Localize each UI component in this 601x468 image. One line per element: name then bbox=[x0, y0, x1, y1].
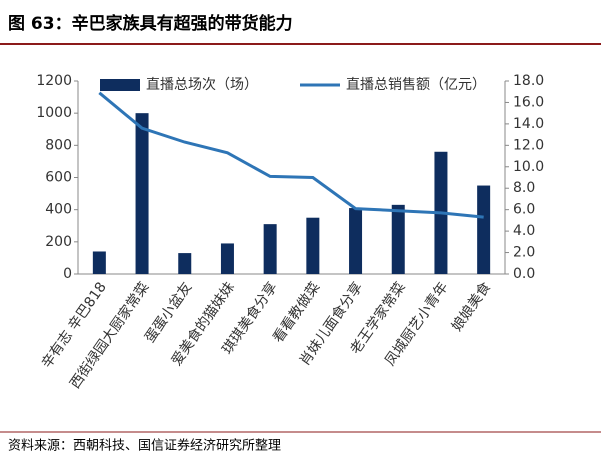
bar bbox=[349, 208, 363, 274]
bar bbox=[92, 251, 106, 274]
y2-tick-label: 10.0 bbox=[513, 159, 544, 175]
bar bbox=[263, 224, 277, 274]
y2-tick-label: 4.0 bbox=[513, 223, 535, 239]
y-tick-label: 1000 bbox=[36, 105, 72, 121]
source-note: 资料来源：西朝科技、国信证券经济研究所整理 bbox=[8, 438, 281, 454]
y-tick-label: 800 bbox=[45, 137, 72, 153]
y-tick-label: 0 bbox=[63, 266, 72, 282]
legend-swatch bbox=[100, 79, 140, 91]
x-tick-label: 娘娘美食 bbox=[448, 279, 494, 335]
chart-title: 图 63：辛巴家族具有超强的带货能力 bbox=[8, 13, 293, 34]
x-tick-label: 西街绿园大厨家常菜 bbox=[66, 279, 152, 392]
bar bbox=[306, 217, 320, 274]
bar bbox=[178, 253, 192, 274]
bar bbox=[391, 204, 405, 274]
y-tick-label: 1200 bbox=[36, 73, 72, 89]
y2-tick-label: 12.0 bbox=[513, 137, 544, 153]
legend-label: 直播总场次（场） bbox=[146, 76, 258, 93]
y-tick-label: 400 bbox=[45, 202, 72, 218]
y2-tick-label: 16.0 bbox=[513, 94, 544, 110]
line bbox=[98, 91, 484, 219]
bar bbox=[477, 185, 491, 274]
y2-tick-label: 6.0 bbox=[513, 202, 535, 218]
y2-tick-label: 18.0 bbox=[513, 73, 544, 89]
legend-label: 直播总销售额（亿元） bbox=[346, 76, 486, 93]
y-tick-label: 600 bbox=[45, 170, 72, 186]
bar bbox=[135, 113, 149, 275]
y2-tick-label: 0.0 bbox=[513, 266, 535, 282]
y2-tick-label: 8.0 bbox=[513, 180, 535, 196]
y2-tick-label: 2.0 bbox=[513, 245, 535, 261]
y2-tick-label: 14.0 bbox=[513, 116, 544, 132]
y-tick-label: 200 bbox=[45, 234, 72, 250]
bar bbox=[220, 243, 234, 274]
